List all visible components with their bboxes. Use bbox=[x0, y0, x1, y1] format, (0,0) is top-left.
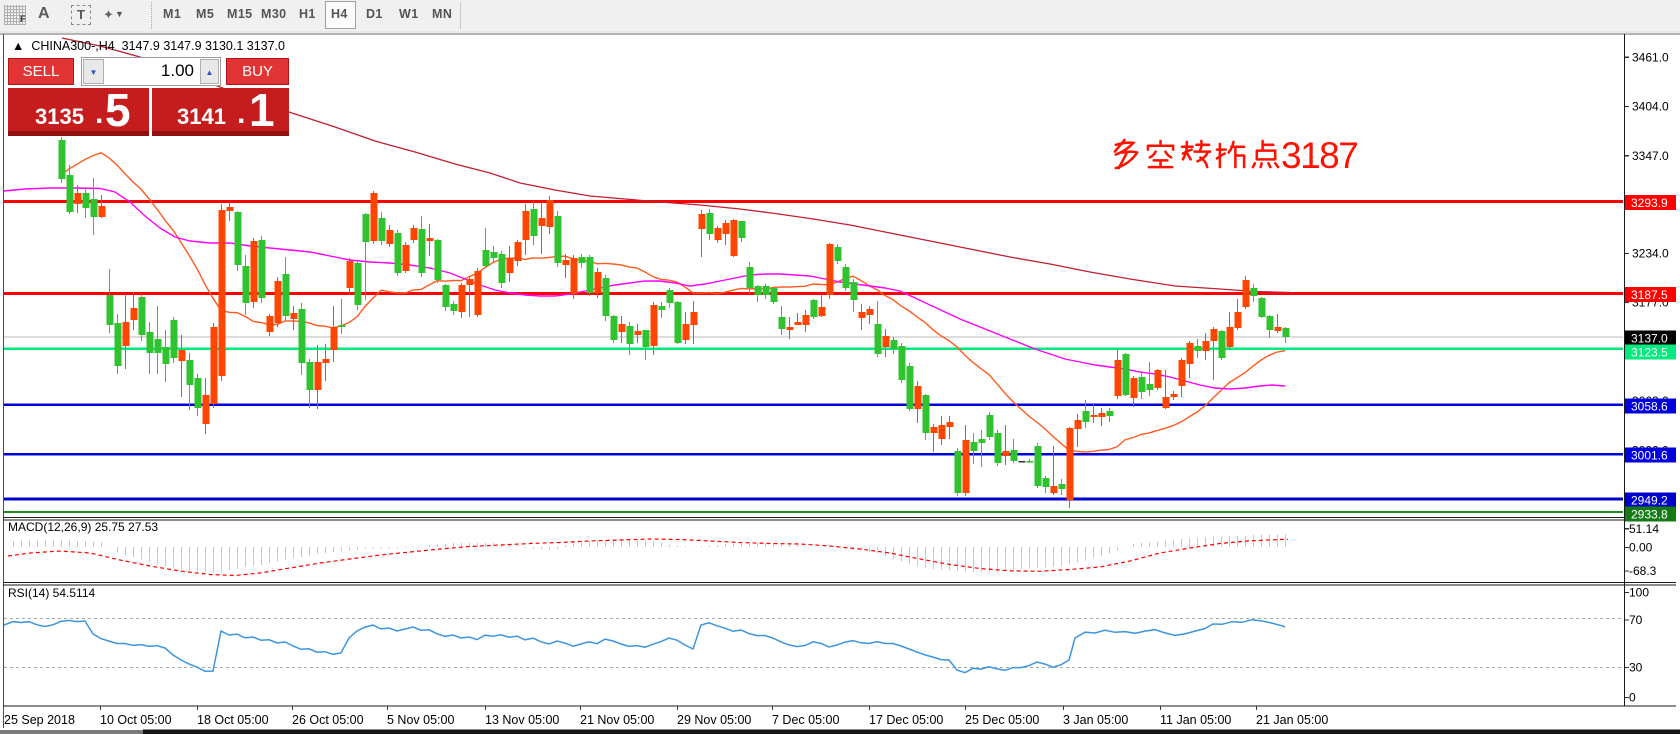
svg-text:51.14: 51.14 bbox=[1629, 522, 1659, 536]
svg-text:100: 100 bbox=[1629, 586, 1649, 600]
svg-text:-68.3: -68.3 bbox=[1629, 564, 1657, 578]
svg-text:21 Nov 05:00: 21 Nov 05:00 bbox=[580, 713, 654, 727]
svg-text:70: 70 bbox=[1629, 613, 1643, 627]
svg-text:0.00: 0.00 bbox=[1629, 541, 1653, 555]
svg-text:30: 30 bbox=[1629, 661, 1643, 675]
svg-text:MACD(12,26,9) 25.75 27.53: MACD(12,26,9) 25.75 27.53 bbox=[8, 520, 158, 534]
svg-text:3058.6: 3058.6 bbox=[1631, 399, 1668, 413]
svg-text:3234.0: 3234.0 bbox=[1632, 246, 1669, 260]
svg-text:26 Oct 05:00: 26 Oct 05:00 bbox=[292, 713, 364, 727]
svg-text:3404.0: 3404.0 bbox=[1632, 100, 1669, 114]
svg-text:10 Oct 05:00: 10 Oct 05:00 bbox=[100, 713, 172, 727]
svg-text:3001.6: 3001.6 bbox=[1631, 449, 1668, 463]
svg-text:2933.8: 2933.8 bbox=[1631, 507, 1668, 521]
svg-text:0: 0 bbox=[1629, 691, 1636, 705]
svg-text:3461.0: 3461.0 bbox=[1632, 50, 1669, 64]
svg-text:11 Jan 05:00: 11 Jan 05:00 bbox=[1160, 713, 1231, 727]
svg-text:18 Oct 05:00: 18 Oct 05:00 bbox=[197, 713, 269, 727]
svg-text:3137.0: 3137.0 bbox=[1631, 331, 1668, 345]
svg-text:29 Nov 05:00: 29 Nov 05:00 bbox=[677, 713, 751, 727]
svg-text:3347.0: 3347.0 bbox=[1632, 149, 1669, 163]
svg-text:3123.5: 3123.5 bbox=[1631, 345, 1668, 359]
svg-text:5 Nov 05:00: 5 Nov 05:00 bbox=[387, 713, 454, 727]
svg-text:17 Dec 05:00: 17 Dec 05:00 bbox=[869, 713, 943, 727]
svg-text:3187: 3187 bbox=[1281, 135, 1357, 176]
svg-text:3293.9: 3293.9 bbox=[1631, 196, 1668, 210]
svg-text:2949.2: 2949.2 bbox=[1631, 494, 1668, 508]
svg-text:21 Jan 05:00: 21 Jan 05:00 bbox=[1256, 713, 1328, 727]
svg-text:3 Jan 05:00: 3 Jan 05:00 bbox=[1063, 713, 1128, 727]
svg-text:25 Dec 05:00: 25 Dec 05:00 bbox=[965, 713, 1039, 727]
svg-text:▲ CHINA300-,H4 3147.9 3147.9: ▲ CHINA300-,H4 3147.9 3147.9 3130.1 3137… bbox=[12, 39, 285, 53]
svg-text:3187.5: 3187.5 bbox=[1631, 288, 1668, 302]
svg-text:7 Dec 05:00: 7 Dec 05:00 bbox=[772, 713, 839, 727]
svg-text:RSI(14) 54.5114: RSI(14) 54.5114 bbox=[8, 586, 95, 600]
svg-text:25 Sep 2018: 25 Sep 2018 bbox=[4, 713, 75, 727]
svg-text:13 Nov 05:00: 13 Nov 05:00 bbox=[485, 713, 559, 727]
